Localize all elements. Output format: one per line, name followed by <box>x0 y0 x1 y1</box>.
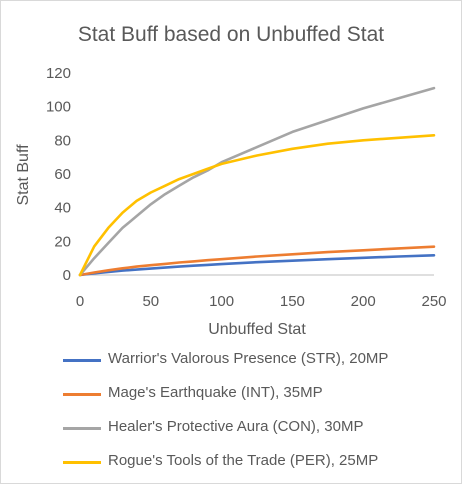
legend-item: Rogue's Tools of the Trade (PER), 25MP <box>63 449 453 483</box>
legend-item: Mage's Earthquake (INT), 35MP <box>63 381 453 415</box>
legend-swatch <box>63 393 101 396</box>
x-axis-title: Unbuffed Stat <box>208 321 306 338</box>
x-tick-label: 200 <box>351 293 376 310</box>
x-tick-label: 250 <box>421 293 446 310</box>
x-tick-label: 50 <box>142 293 159 310</box>
y-tick-label: 40 <box>54 200 71 217</box>
x-tick-label: 100 <box>209 293 234 310</box>
y-axis-title: Stat Buff <box>15 144 32 206</box>
x-tick-label: 0 <box>76 293 84 310</box>
y-tick-label: 100 <box>46 99 71 116</box>
series-line-2 <box>78 245 436 277</box>
y-tick-label: 80 <box>54 132 71 149</box>
y-tick-label: 0 <box>63 267 71 284</box>
y-tick-label: 20 <box>54 233 71 250</box>
x-tick-label: 150 <box>280 293 305 310</box>
legend-label: Rogue's Tools of the Trade (PER), 25MP <box>108 452 379 469</box>
legend-label: Mage's Earthquake (INT), 35MP <box>108 384 323 401</box>
legend-swatch <box>63 461 101 464</box>
series-line-3 <box>78 86 436 277</box>
series-line-4 <box>78 134 436 277</box>
series-lines <box>78 86 436 277</box>
legend-item: Healer's Protective Aura (CON), 30MP <box>63 415 453 449</box>
legend: Warrior's Valorous Presence (STR), 20MP M… <box>63 347 453 483</box>
legend-item: Warrior's Valorous Presence (STR), 20MP <box>63 347 453 381</box>
legend-label: Healer's Protective Aura (CON), 30MP <box>108 418 364 435</box>
series-line-1 <box>78 254 436 277</box>
legend-label: Warrior's Valorous Presence (STR), 20MP <box>108 350 389 367</box>
y-tick-label: 60 <box>54 166 71 183</box>
axes: 0 20 40 60 80 100 120 0 50 100 150 200 250 <box>46 65 447 310</box>
legend-swatch <box>63 359 101 362</box>
legend-swatch <box>63 427 101 430</box>
y-tick-label: 120 <box>46 65 71 82</box>
chart-title: Stat Buff based on Unbuffed Stat <box>77 23 385 46</box>
